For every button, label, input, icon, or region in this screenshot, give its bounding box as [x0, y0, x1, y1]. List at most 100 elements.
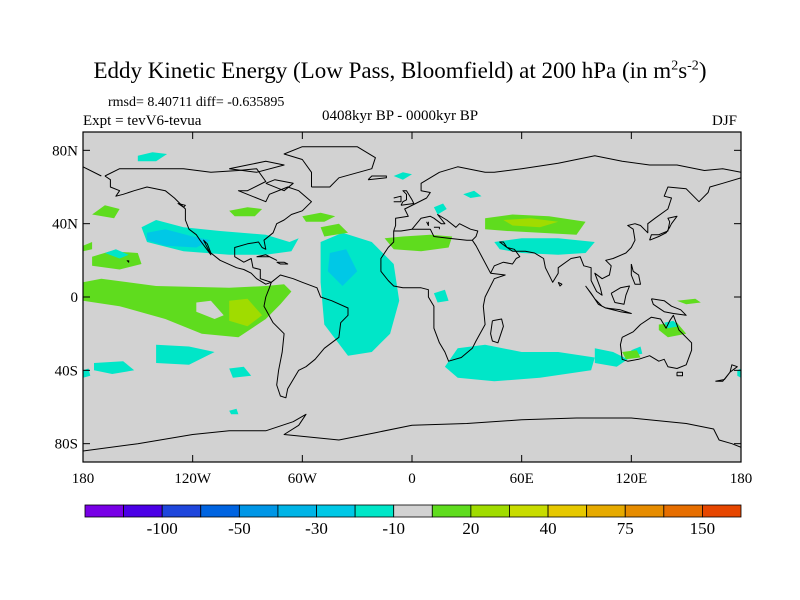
anomaly-region-8 — [594, 348, 628, 367]
axis-ticks: 80N 40N 0 40S 80S 180 120W 60W 0 60E 120E 180 — [52, 132, 752, 487]
anomaly-region-24 — [229, 207, 263, 217]
anomaly-regions — [83, 152, 741, 415]
anomaly-region-29 — [503, 218, 559, 228]
coastline-29 — [426, 221, 429, 226]
colorbar-label-1: -50 — [228, 519, 251, 538]
anomaly-region-15 — [229, 408, 239, 415]
experiment-label: Expt = tevV6-tevua — [83, 113, 202, 129]
colorbar-box-2 — [161, 504, 202, 518]
coastline-12 — [605, 307, 632, 314]
anomaly-region-32 — [658, 322, 687, 338]
colorbar-box-16 — [702, 504, 742, 518]
coastline-5 — [411, 214, 479, 241]
coastline-3 — [393, 155, 741, 232]
colorbar-box-5 — [277, 504, 317, 518]
anomaly-region-23 — [92, 205, 120, 219]
anomaly-region-22 — [83, 242, 93, 252]
colorbar-box-14 — [624, 504, 665, 518]
colorbar-box-3 — [200, 504, 240, 518]
anomaly-region-25 — [302, 212, 336, 222]
coastline-22 — [229, 160, 285, 173]
coastline-10 — [83, 413, 741, 452]
anomaly-region-31 — [677, 298, 701, 305]
anomaly-region-9 — [156, 344, 215, 365]
colorbar-label-0: -100 — [147, 519, 178, 538]
colorbar-box-11 — [509, 504, 549, 518]
colorbar-label-6: 75 — [617, 519, 634, 538]
chart-title: Eddy Kinetic Energy (Low Pass, Bloomfiel… — [0, 58, 800, 84]
anomaly-region-21 — [104, 249, 129, 259]
title-main: Eddy Kinetic Energy (Low Pass, Bloomfiel… — [93, 58, 672, 83]
lon-tick-label-3: 0 — [408, 471, 416, 487]
coastline-28 — [83, 166, 102, 177]
lon-tick-label-5: 120E — [615, 471, 647, 487]
coastline-7 — [619, 314, 693, 369]
lat-tick-label-2: 0 — [71, 290, 79, 306]
colorbar-label-4: 20 — [462, 519, 479, 538]
anomaly-region-30 — [494, 238, 595, 255]
anomaly-region-20 — [92, 251, 142, 270]
season-label: DJF — [712, 113, 738, 129]
coastline-1 — [263, 274, 349, 399]
anomaly-region-16 — [433, 289, 449, 303]
title-sup-1: 2 — [671, 58, 679, 74]
colorbar-box-4 — [238, 504, 279, 518]
coastline-18 — [393, 195, 402, 203]
colorbar: -100 -50 -30 -10 20 40 75 150 — [84, 504, 742, 538]
coastline-16 — [649, 215, 678, 241]
colorbar-box-13 — [586, 504, 626, 518]
lon-tick-label-4: 60E — [510, 471, 534, 487]
lon-tick-label-2: 60W — [288, 471, 318, 487]
coastline-19 — [367, 175, 387, 181]
colorbar-box-1 — [123, 504, 163, 518]
anomaly-region-0 — [137, 152, 168, 162]
anomaly-region-10 — [229, 366, 252, 378]
colorbar-label-2: -30 — [305, 519, 328, 538]
anomaly-region-19 — [196, 300, 224, 319]
coastline-26 — [276, 261, 289, 265]
anomaly-region-26 — [320, 223, 348, 237]
lat-tick-label-3: 40S — [55, 363, 78, 379]
coastline-13 — [610, 285, 630, 305]
colorbar-label-3: -10 — [382, 519, 405, 538]
anomaly-region-1 — [393, 172, 412, 180]
colorbar-label-7: 150 — [690, 519, 716, 538]
coastline-4 — [380, 228, 506, 362]
anomaly-region-33 — [664, 320, 679, 329]
coastlines — [83, 146, 741, 452]
coastline-30 — [433, 226, 440, 230]
lat-tick-label-1: 40N — [52, 217, 78, 233]
title-sup-2: -2 — [687, 58, 699, 74]
colorbar-box-6 — [316, 504, 356, 518]
lat-tick-label-0: 80N — [52, 143, 78, 159]
colorbar-box-12 — [547, 504, 588, 518]
lon-tick-label-1: 120W — [174, 471, 212, 487]
lon-tick-label-6: 180 — [730, 471, 753, 487]
coastline-14 — [650, 298, 687, 316]
coastline-6 — [490, 177, 741, 296]
anomaly-region-18 — [229, 298, 263, 327]
coastline-25 — [256, 254, 278, 261]
anomaly-region-2 — [433, 203, 447, 215]
coastline-21 — [265, 179, 294, 192]
coastline-8 — [676, 371, 683, 377]
anomaly-region-35 — [463, 190, 482, 198]
colorbar-box-10 — [470, 504, 510, 518]
anomaly-region-4 — [147, 229, 211, 248]
title-end: ) — [698, 58, 707, 83]
coastline-0 — [104, 168, 312, 285]
anomaly-region-11 — [94, 361, 135, 374]
period-label: 0408kyr BP - 0000kyr BP — [322, 108, 479, 124]
colorbar-box-9 — [431, 504, 472, 518]
coastline-27 — [126, 259, 130, 263]
coastline-23 — [715, 364, 738, 382]
anomaly-region-27 — [384, 234, 453, 252]
colorbar-label-5: 40 — [540, 519, 557, 538]
colorbar-box-0 — [84, 504, 124, 518]
coastline-20 — [177, 203, 186, 208]
coastline-2 — [283, 146, 376, 188]
colorbar-box-8 — [393, 504, 433, 518]
anomaly-region-7 — [444, 344, 595, 382]
anomaly-region-6 — [327, 249, 358, 286]
